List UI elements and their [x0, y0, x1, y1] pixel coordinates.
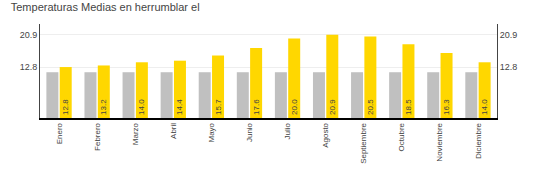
svg-text:17.6: 17.6 [252, 99, 261, 115]
svg-text:14.0: 14.0 [137, 99, 146, 115]
svg-text:12.8: 12.8 [500, 62, 518, 72]
svg-text:Mayo: Mayo [207, 122, 216, 142]
svg-text:20.9: 20.9 [20, 30, 38, 40]
svg-text:Marzo: Marzo [131, 122, 140, 145]
svg-text:18.5: 18.5 [404, 99, 413, 115]
svg-text:13.2: 13.2 [99, 99, 108, 115]
svg-text:15.7: 15.7 [214, 99, 223, 115]
svg-text:Febrero: Febrero [93, 122, 102, 151]
svg-text:Enero: Enero [55, 122, 64, 144]
svg-text:20.9: 20.9 [328, 99, 337, 115]
svg-text:Junio: Junio [245, 122, 254, 142]
svg-text:Agosto: Agosto [321, 122, 330, 147]
svg-text:Abril: Abril [169, 123, 178, 139]
svg-text:14.4: 14.4 [175, 99, 184, 115]
svg-text:20.5: 20.5 [366, 99, 375, 115]
svg-text:Temperaturas Medias en herrumb: Temperaturas Medias en herrumblar el [11, 1, 200, 13]
svg-text:14.0: 14.0 [480, 99, 489, 115]
svg-text:20.0: 20.0 [290, 99, 299, 115]
svg-text:Julio: Julio [283, 122, 292, 139]
svg-text:Diciembre: Diciembre [474, 122, 483, 159]
svg-text:Octubre: Octubre [397, 122, 406, 151]
svg-text:Noviembre: Noviembre [435, 122, 444, 161]
svg-text:20.9: 20.9 [500, 30, 518, 40]
svg-text:12.8: 12.8 [61, 99, 70, 115]
svg-text:12.8: 12.8 [20, 62, 38, 72]
svg-text:16.3: 16.3 [442, 99, 451, 115]
svg-text:Septiembre: Septiembre [359, 122, 368, 163]
